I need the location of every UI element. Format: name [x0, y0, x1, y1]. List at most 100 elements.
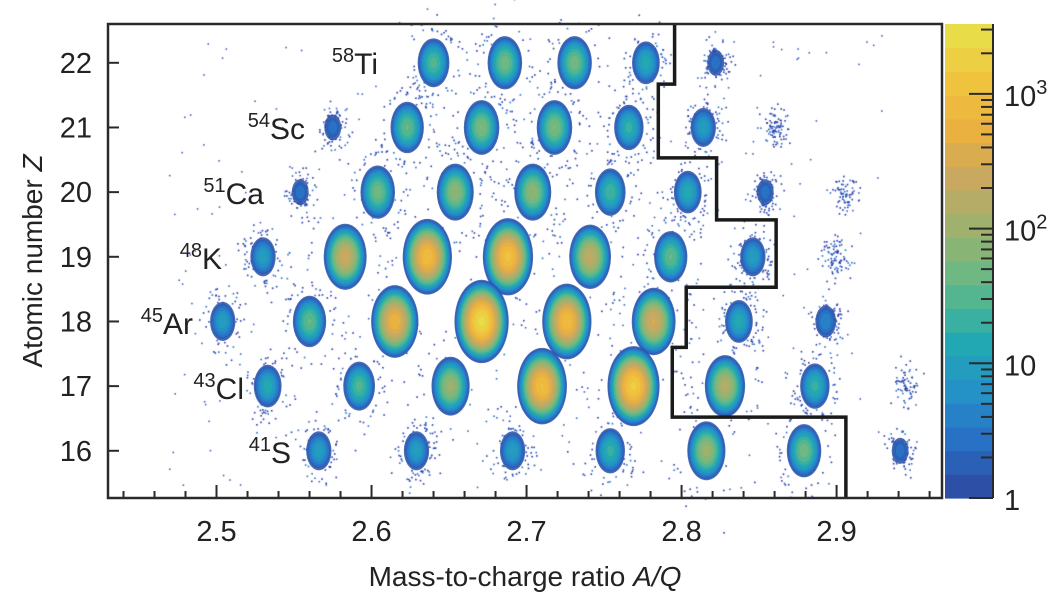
x-tick-labels: 2.5 2.6 2.7 2.8 2.9	[196, 516, 856, 548]
cluster	[390, 101, 424, 154]
cluster-level	[604, 183, 616, 201]
cluster-level	[760, 185, 770, 199]
cluster	[517, 347, 567, 425]
x-tick-label: 2.5	[196, 516, 236, 548]
cluster-level	[683, 185, 693, 199]
cluster-level	[479, 124, 484, 131]
cluster-level	[698, 120, 708, 135]
cluster	[690, 107, 716, 147]
y-tick-label: 21	[60, 112, 92, 144]
cluster	[891, 437, 909, 464]
cluster-level	[389, 313, 401, 330]
cluster-level	[630, 381, 637, 391]
colorbar-band	[945, 426, 993, 452]
cluster	[631, 287, 676, 356]
cluster-level	[652, 318, 656, 325]
cluster-level	[504, 251, 512, 262]
cluster	[542, 283, 592, 360]
colorbar-label: 1	[1004, 485, 1020, 517]
isotope-label-51ca: 51Ca	[203, 175, 264, 211]
cluster-level	[711, 56, 720, 70]
cluster-level	[328, 120, 338, 135]
cluster	[756, 179, 774, 206]
cluster-level	[307, 318, 312, 325]
cluster-level	[340, 249, 350, 264]
cluster-level	[588, 254, 592, 260]
cluster	[707, 49, 725, 76]
cluster	[454, 279, 509, 364]
cluster	[673, 170, 702, 214]
cluster-level	[478, 316, 486, 327]
y-tick-label: 22	[60, 48, 92, 80]
cluster-level	[263, 379, 273, 393]
cluster-level	[355, 380, 363, 392]
cluster-level	[668, 254, 673, 260]
y-tick-label: 16	[60, 436, 92, 468]
isotope-label-54sc: 54Sc	[248, 110, 305, 146]
cluster-level	[295, 185, 305, 199]
x-axis-title: Mass-to-charge ratio A/Q	[369, 561, 682, 592]
cluster-level	[540, 384, 544, 389]
cluster-level	[748, 250, 758, 264]
x-tick-label: 2.7	[506, 516, 546, 548]
colorbar-band	[945, 284, 993, 309]
cluster	[403, 431, 430, 471]
colorbar-label: 10	[1004, 350, 1036, 382]
cluster	[514, 163, 552, 221]
cluster-level	[811, 380, 819, 392]
cluster	[704, 355, 746, 418]
cluster-level	[721, 380, 729, 392]
cluster	[292, 295, 327, 348]
cluster	[595, 428, 625, 474]
cluster	[436, 163, 474, 221]
y-tick-label: 17	[60, 371, 92, 403]
colorbar-label: 103	[1004, 77, 1047, 113]
cluster	[360, 165, 396, 219]
cluster	[306, 431, 332, 471]
cluster-level	[508, 444, 517, 458]
cluster	[607, 346, 660, 427]
cluster	[324, 114, 342, 141]
colorbar-band	[945, 166, 993, 191]
cluster	[417, 38, 450, 88]
cluster	[291, 179, 309, 206]
cluster	[557, 36, 592, 90]
cluster-level	[820, 313, 831, 330]
cluster-level	[430, 57, 437, 69]
cluster	[250, 237, 276, 277]
cluster-level	[500, 55, 510, 70]
x-tick-label: 2.9	[816, 516, 856, 548]
colorbar-label: 102	[1004, 212, 1047, 248]
colorbar-band	[945, 24, 993, 49]
cluster	[815, 305, 837, 338]
cluster-level	[218, 314, 228, 329]
colorbar-band	[945, 189, 993, 215]
y-axis-title: Atomic number Z	[17, 154, 48, 368]
cluster-level	[570, 55, 580, 70]
cluster-level	[421, 248, 433, 266]
cluster-level	[625, 122, 633, 133]
isotope-labels: 58Ti 54Sc 51Ca 48K 45Ar 43Cl 41S	[141, 45, 378, 470]
y-tick-label: 19	[60, 242, 92, 274]
x-tick-label: 2.6	[351, 516, 391, 548]
colorbar-band	[945, 47, 993, 72]
cluster	[632, 41, 660, 85]
cluster	[786, 424, 822, 478]
cluster-level	[405, 124, 409, 131]
cluster-level	[799, 443, 809, 458]
cluster-level	[447, 380, 455, 392]
colorbar-band	[945, 332, 993, 357]
cluster-level	[552, 124, 557, 131]
cluster	[654, 231, 688, 283]
cluster	[536, 100, 573, 155]
cluster-level	[641, 55, 651, 70]
colorbar-band	[945, 474, 993, 499]
isotope-label-48k: 48K	[180, 240, 222, 276]
cluster	[253, 364, 282, 408]
cluster	[431, 356, 470, 416]
cluster	[343, 361, 376, 411]
colorbar-band	[945, 379, 993, 404]
colorbar-band	[945, 118, 993, 144]
